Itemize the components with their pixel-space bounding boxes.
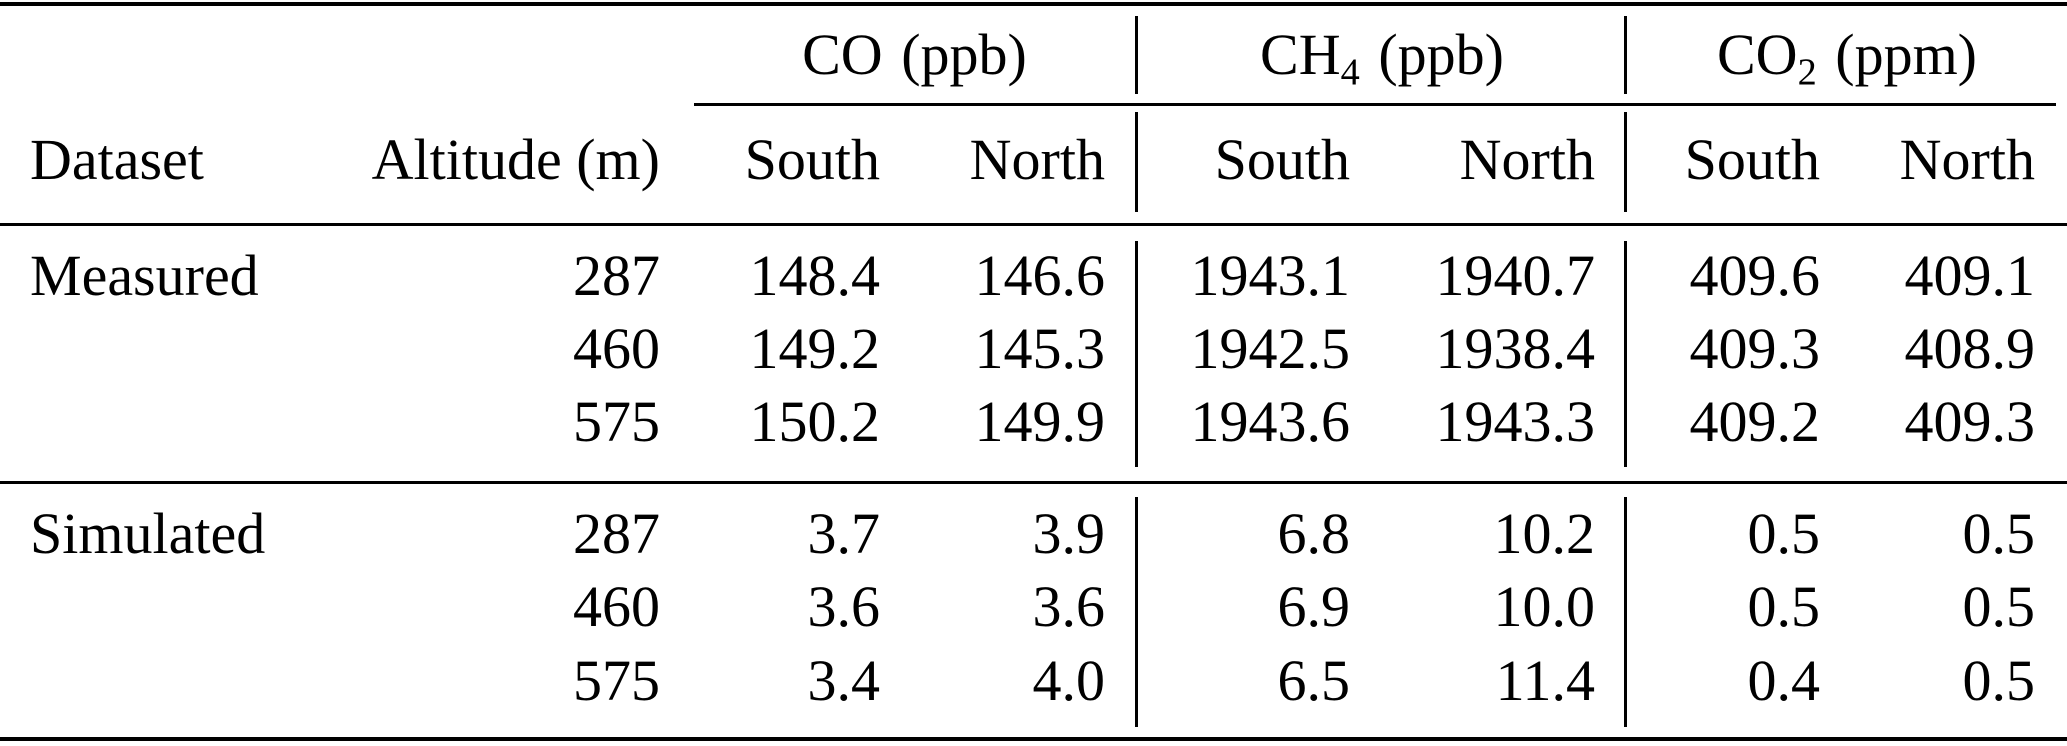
co-south-value: 3.4 (807, 648, 881, 713)
co-south-value: 3.7 (807, 501, 881, 566)
column-separator (1135, 241, 1138, 467)
group-header-co: CO (ppb) (692, 21, 1137, 89)
group-formula: CO (802, 22, 883, 87)
co-north-value: 149.9 (974, 389, 1106, 454)
ch4-north-value: 10.0 (1493, 574, 1596, 639)
dataset-label (0, 573, 350, 641)
co2-south-value: 0.5 (1747, 501, 1821, 566)
column-separator (1624, 112, 1627, 212)
co-south-value: 148.4 (749, 243, 881, 308)
dataset-label (0, 388, 350, 456)
altitude-value: 287 (573, 243, 660, 308)
table-top-rule (0, 2, 2067, 6)
table-row: 460 3.6 3.6 6.9 10.0 0.5 0.5 (0, 573, 2067, 641)
header-ch4-south: South (1214, 127, 1350, 192)
group-header-ch4: CH4 (ppb) (1137, 21, 1627, 92)
group-unit: (ppb) (901, 22, 1027, 87)
group-header-row: CO (ppb) CH4 (ppb) CO2 (ppm) (0, 21, 2067, 92)
column-separator (1624, 241, 1627, 467)
altitude-value: 575 (573, 648, 660, 713)
altitude-value: 460 (573, 574, 660, 639)
column-separator (1135, 497, 1138, 727)
co2-north-value: 0.5 (1962, 574, 2036, 639)
co2-north-value: 409.3 (1904, 389, 2036, 454)
co2-north-value: 408.9 (1904, 316, 2036, 381)
altitude-value: 460 (573, 316, 660, 381)
co2-south-value: 409.6 (1689, 243, 1821, 308)
co2-south-value: 409.2 (1689, 389, 1821, 454)
column-header-row: Dataset Altitude (m) South North South N… (0, 126, 2067, 194)
co2-north-value: 0.5 (1962, 501, 2036, 566)
ch4-north-value: 1938.4 (1435, 316, 1596, 381)
table-row: 460 149.2 145.3 1942.5 1938.4 409.3 408.… (0, 315, 2067, 383)
group-subscript: 2 (1797, 51, 1817, 94)
ch4-south-value: 1943.6 (1190, 389, 1351, 454)
co-north-value: 146.6 (974, 243, 1106, 308)
header-co-south: South (744, 127, 880, 192)
ch4-south-value: 6.5 (1277, 648, 1351, 713)
column-separator (1624, 16, 1627, 94)
dataset-label (0, 315, 350, 383)
header-co2-north: North (1899, 127, 2035, 192)
co-north-value: 4.0 (1032, 648, 1106, 713)
co-north-value: 145.3 (974, 316, 1106, 381)
group-header-spacer (0, 21, 692, 89)
table-row: 575 150.2 149.9 1943.6 1943.3 409.2 409.… (0, 388, 2067, 456)
co-south-value: 149.2 (749, 316, 881, 381)
table-row: 575 3.4 4.0 6.5 11.4 0.4 0.5 (0, 647, 2067, 715)
ch4-north-value: 10.2 (1493, 501, 1596, 566)
ch4-south-value: 6.9 (1277, 574, 1351, 639)
co-south-value: 3.6 (807, 574, 881, 639)
altitude-value: 575 (573, 389, 660, 454)
column-separator (1135, 112, 1138, 212)
header-rule (0, 223, 2067, 226)
ch4-south-value: 1943.1 (1190, 243, 1351, 308)
header-dataset: Dataset (30, 127, 204, 192)
co2-south-value: 0.4 (1747, 648, 1821, 713)
group-unit: (ppm) (1835, 22, 1977, 87)
co2-south-value: 0.5 (1747, 574, 1821, 639)
group-header-underline (694, 103, 2056, 106)
group-header-co2: CO2 (ppm) (1627, 21, 2067, 92)
co2-north-value: 0.5 (1962, 648, 2036, 713)
table-row: Simulated 287 3.7 3.9 6.8 10.2 0.5 0.5 (0, 500, 2067, 568)
ch4-south-value: 6.8 (1277, 501, 1351, 566)
co2-south-value: 409.3 (1689, 316, 1821, 381)
group-subscript: 4 (1340, 51, 1360, 94)
altitude-value: 287 (573, 501, 660, 566)
header-altitude: Altitude (m) (371, 127, 660, 192)
group-formula: CH (1260, 22, 1341, 87)
dataset-label (0, 647, 350, 715)
co-north-value: 3.9 (1032, 501, 1106, 566)
co-south-value: 150.2 (749, 389, 881, 454)
table-row: Measured 287 148.4 146.6 1943.1 1940.7 4… (0, 242, 2067, 310)
header-co2-south: South (1684, 127, 1820, 192)
column-separator (1135, 16, 1138, 94)
ch4-north-value: 1943.3 (1435, 389, 1596, 454)
ch4-north-value: 11.4 (1495, 648, 1595, 713)
dataset-label: Measured (30, 243, 259, 308)
header-co-north: North (969, 127, 1105, 192)
header-ch4-north: North (1459, 127, 1595, 192)
table-bottom-rule (0, 737, 2067, 741)
group-formula: CO (1716, 22, 1798, 87)
ch4-north-value: 1940.7 (1435, 243, 1596, 308)
co2-north-value: 409.1 (1904, 243, 2036, 308)
ch4-south-value: 1942.5 (1190, 316, 1351, 381)
group-unit: (ppb) (1378, 22, 1504, 87)
section-divider-rule (0, 481, 2067, 484)
column-separator (1624, 497, 1627, 727)
dataset-label: Simulated (30, 501, 266, 566)
co-north-value: 3.6 (1032, 574, 1106, 639)
